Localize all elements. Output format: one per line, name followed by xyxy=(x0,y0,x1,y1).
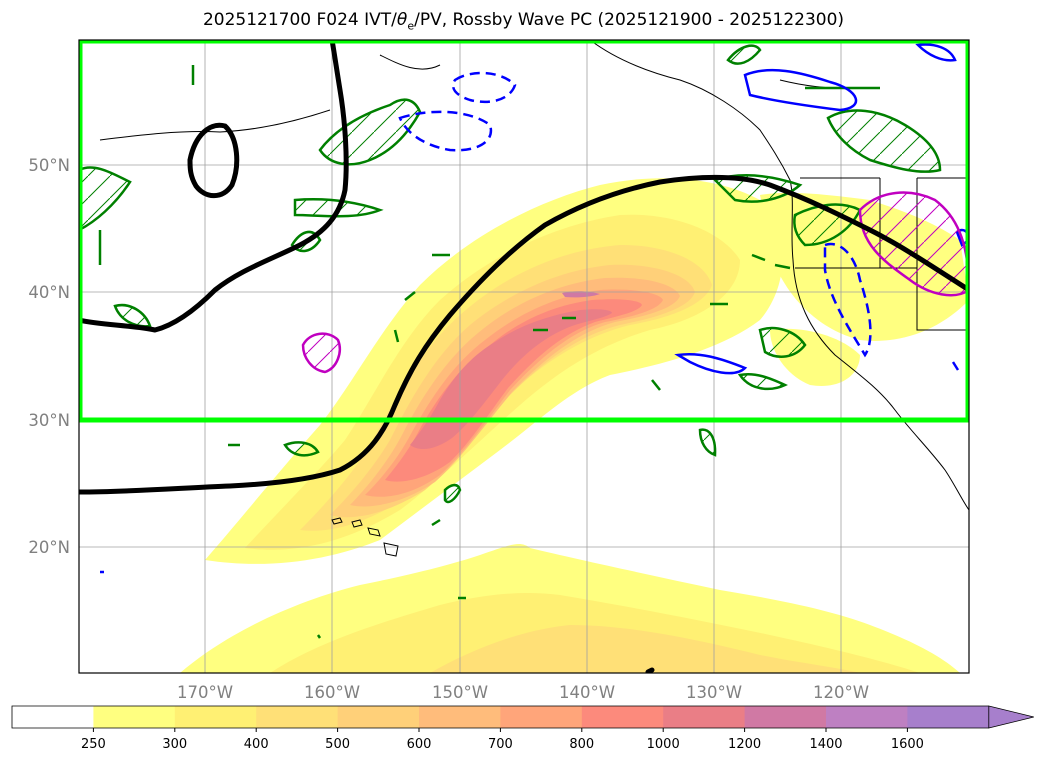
colorbar-segment xyxy=(744,706,827,728)
ivt-1200 xyxy=(562,291,600,298)
colorbar-tick-label: 1400 xyxy=(809,737,842,752)
colorbar-tick-label: 1200 xyxy=(728,737,761,752)
colorbar-tick-label: 500 xyxy=(325,737,350,752)
lon-label: 140°W xyxy=(559,683,615,702)
colorbar-segment xyxy=(419,706,501,728)
map-frame xyxy=(78,39,970,674)
colorbar-segment xyxy=(581,706,664,728)
colorbar: 250 300 400 500 600 700 800 1000 1200 1400 1600 xyxy=(11,705,1034,752)
theta-e-contours xyxy=(301,191,969,374)
lon-label: 170°W xyxy=(177,683,233,702)
colorbar-tick-label: 700 xyxy=(488,737,513,752)
colorbar-segment xyxy=(907,706,990,728)
colorbar-segment xyxy=(826,706,908,728)
ivt-shading xyxy=(180,178,969,673)
colorbar-segment xyxy=(12,706,94,728)
lon-label: 130°W xyxy=(686,683,742,702)
colorbar-segment xyxy=(337,706,420,728)
colorbar-extend-arrow xyxy=(988,705,1034,729)
lon-label: 120°W xyxy=(813,683,869,702)
latitude-labels: 50°N 40°N 30°N 20°N xyxy=(28,156,70,557)
colorbar-segment xyxy=(663,706,746,728)
colorbar-tick-label: 1600 xyxy=(891,737,924,752)
hawaii-islands xyxy=(331,517,399,557)
pv-negative-dashed xyxy=(398,71,872,358)
rossby-wave-contours xyxy=(79,40,969,673)
colorbar-segment xyxy=(256,706,339,728)
rossby-wave-pc-box xyxy=(79,40,969,423)
ivt-400-south xyxy=(430,625,860,673)
pv-positive-small xyxy=(98,65,880,639)
colorbar-segment xyxy=(500,706,583,728)
colorbar-segment xyxy=(93,706,176,728)
colorbar-tick-label: 250 xyxy=(81,737,106,752)
colorbar-tick-label: 300 xyxy=(162,737,187,752)
map-title: 2025121700 F024 IVT/θe/PV, Rossby Wave P… xyxy=(202,10,845,33)
ivt-1000 xyxy=(410,309,612,450)
lat-label: 20°N xyxy=(28,538,70,557)
lat-label: 50°N xyxy=(28,156,70,175)
lat-label: 30°N xyxy=(28,411,70,430)
longitude-labels: 170°W 160°W 150°W 140°W 130°W 120°W xyxy=(177,683,869,702)
colorbar-tick-label: 1000 xyxy=(647,737,680,752)
colorbar-segment xyxy=(174,706,257,728)
lon-label: 160°W xyxy=(304,683,360,702)
colorbar-tick-label: 600 xyxy=(407,737,432,752)
colorbar-tick-label: 400 xyxy=(244,737,269,752)
lon-label: 150°W xyxy=(432,683,488,702)
colorbar-tick-label: 800 xyxy=(569,737,594,752)
lat-label: 40°N xyxy=(28,283,70,302)
